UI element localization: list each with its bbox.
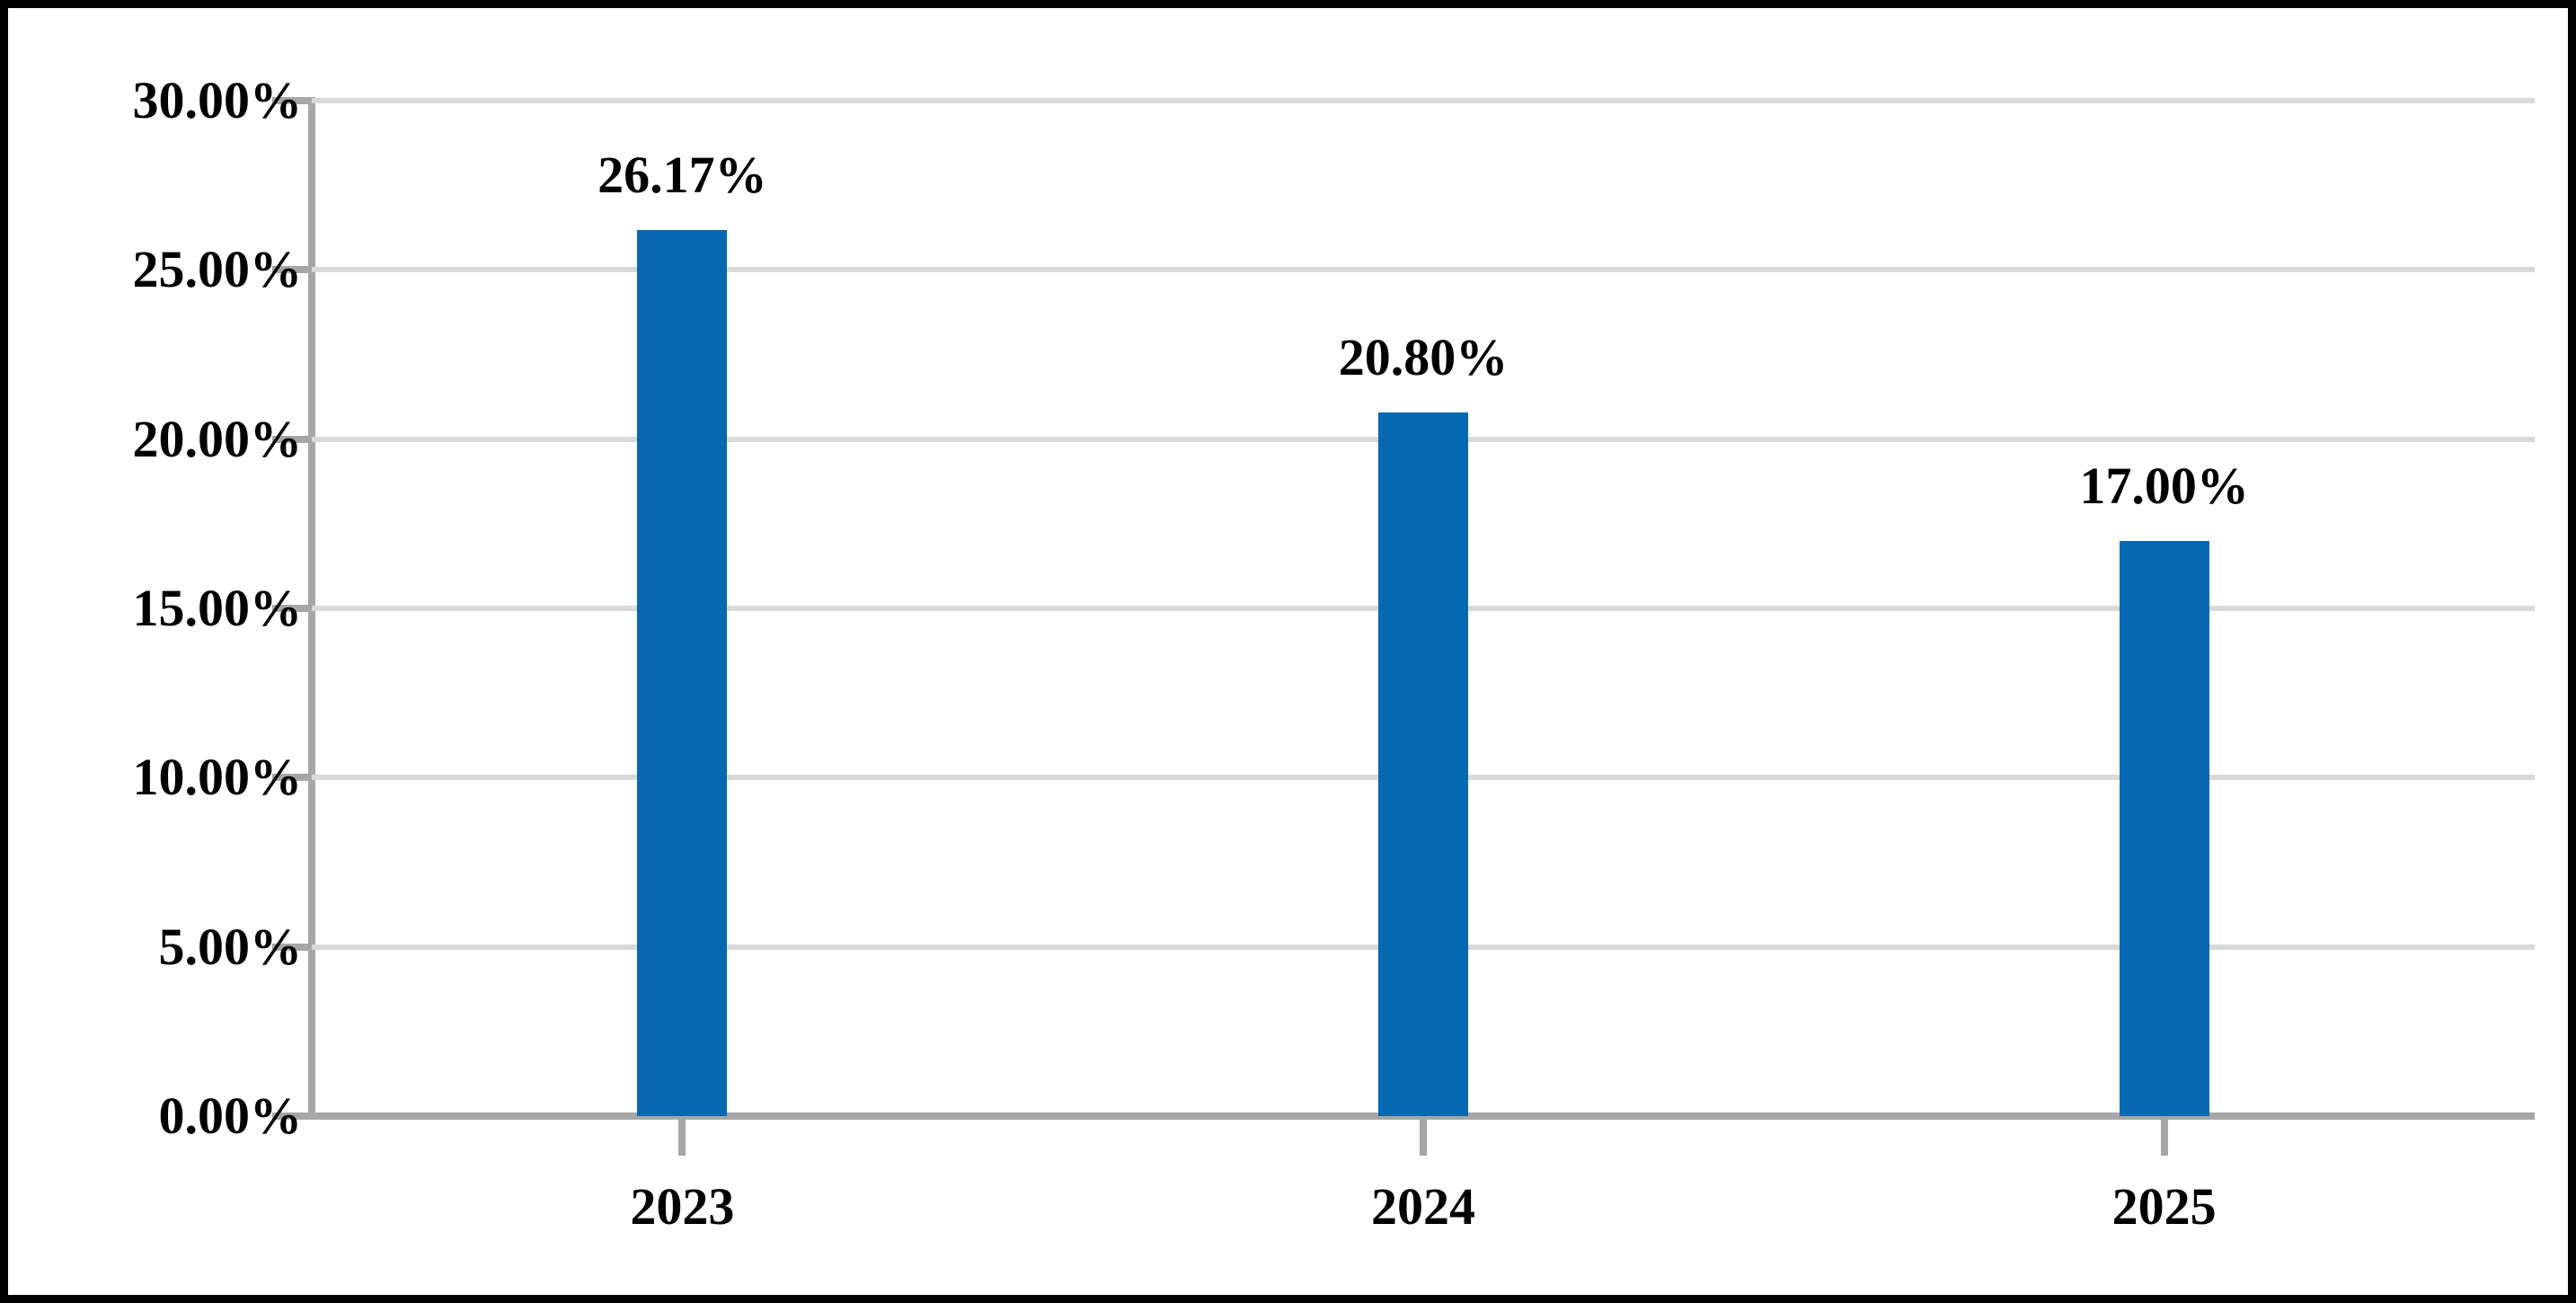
bar-value-label: 26.17% [598,146,767,205]
y-axis-tick [272,97,312,104]
bar [637,230,728,1116]
bar [2119,540,2209,1116]
y-axis-tick [272,943,312,951]
y-tick-label: 15.00% [132,579,303,637]
y-tick-label: 20.00% [132,409,303,468]
plot-area: 26.17% 2023 20.80% 2024 17.00% 2025 [272,97,2535,1233]
y-tick-label: 10.00% [132,748,303,807]
y-axis-tick [272,774,312,782]
y-axis-tick [272,1112,312,1120]
y-axis-tick [272,435,312,443]
x-axis-line [312,1112,2535,1120]
y-axis-tick [272,266,312,274]
y-tick-label: 5.00% [158,917,303,976]
x-axis-tick [678,1120,686,1156]
x-axis-tick [1420,1120,1427,1156]
y-axis-tick [272,605,312,612]
y-tick-label: 30.00% [132,71,303,129]
bar [1378,412,1468,1116]
bar-value-label: 17.00% [2079,456,2249,515]
x-axis-label: 2025 [2111,1177,2217,1236]
x-axis-label: 2024 [1371,1177,1475,1236]
x-axis-label: 2023 [630,1177,735,1236]
x-axis-tick [2160,1120,2168,1156]
y-tick-label: 25.00% [132,240,303,299]
gridline [312,98,2535,103]
bar-value-label: 20.80% [1338,327,1509,386]
y-tick-label: 0.00% [158,1086,303,1145]
gridline [312,267,2535,273]
